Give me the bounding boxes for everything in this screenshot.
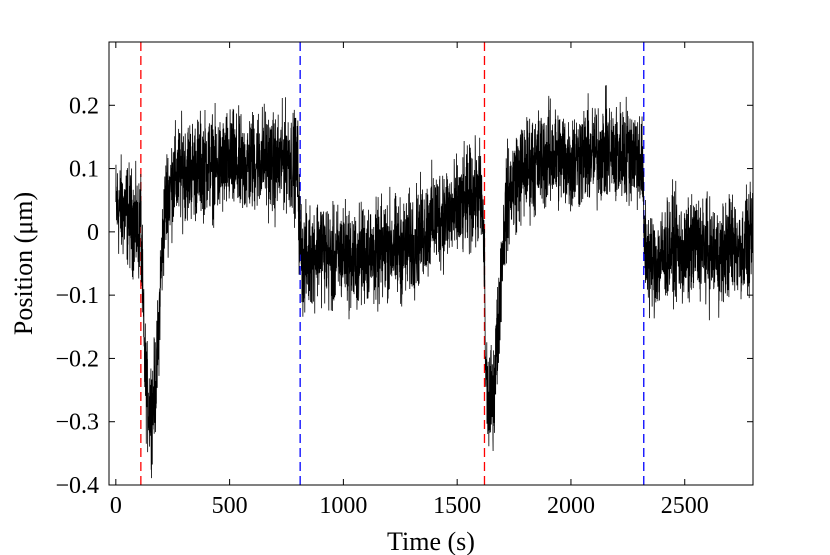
x-tick-label: 1000 <box>319 493 367 519</box>
plot-frame <box>108 41 754 486</box>
y-axis-ticks: −0.4 −0.3 −0.2 −0.1 0 0.1 0.2 <box>55 93 753 499</box>
y-tick-label: −0.3 <box>55 410 99 436</box>
y-tick-label: −0.2 <box>55 346 99 372</box>
y-tick-label: 0.1 <box>69 157 99 183</box>
data-series <box>115 85 754 479</box>
y-tick-label: −0.1 <box>55 283 99 309</box>
x-axis-label: Time (s) <box>387 527 475 555</box>
x-tick-label: 0 <box>110 493 122 519</box>
x-tick-label: 2000 <box>547 493 595 519</box>
x-tick-label: 2500 <box>661 493 709 519</box>
event-lines <box>140 42 645 485</box>
x-tick-label: 1500 <box>433 493 481 519</box>
x-tick-label: 500 <box>212 493 248 519</box>
y-tick-label: 0 <box>87 220 99 246</box>
y-tick-label: 0.2 <box>69 93 99 119</box>
series-line-0 <box>115 85 754 479</box>
y-tick-label: −0.4 <box>55 473 99 499</box>
y-axis-label: Position (μm) <box>9 192 38 335</box>
x-axis-ticks: 0 500 1000 1500 2000 2500 <box>110 42 709 519</box>
